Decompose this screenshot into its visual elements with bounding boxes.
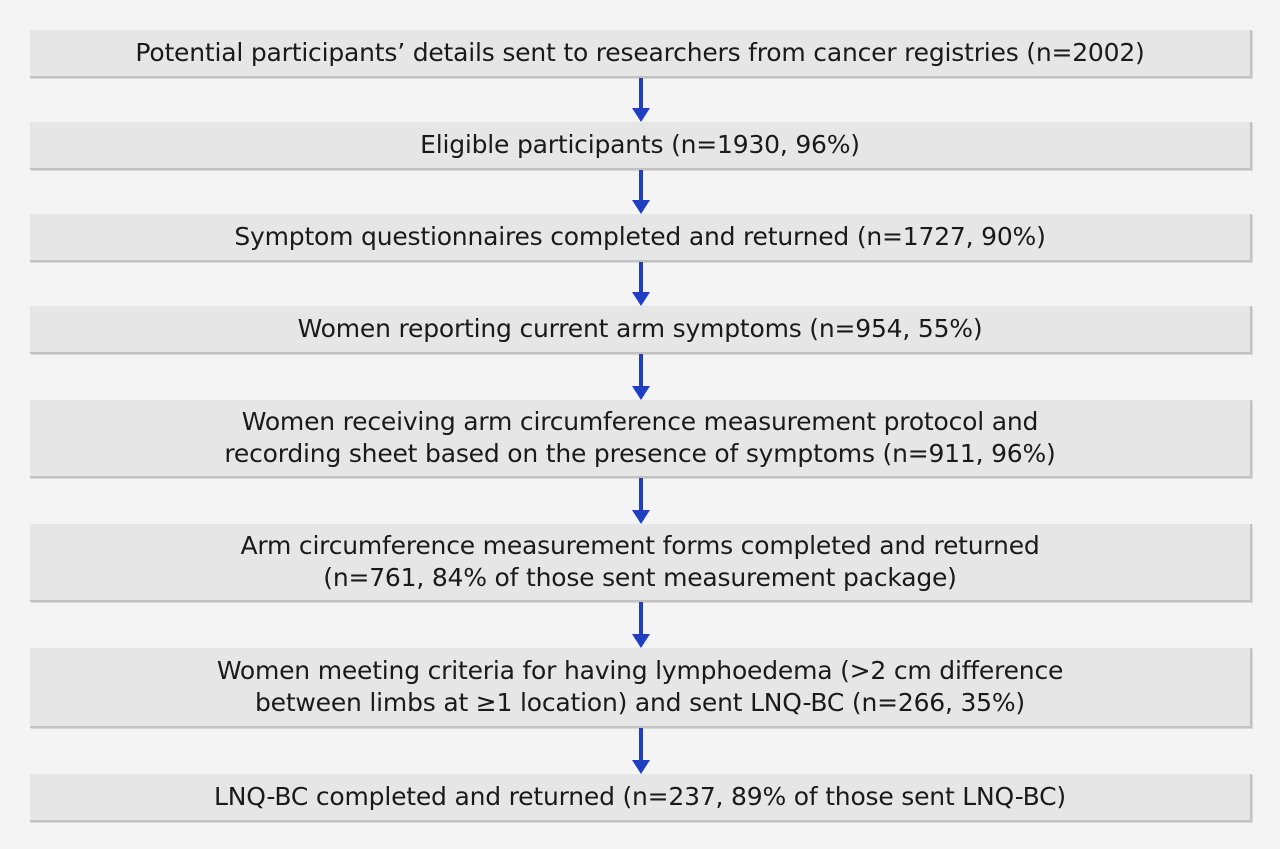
down-arrow-icon: [632, 354, 650, 400]
flow-step-text: Arm circumference measurement forms comp…: [240, 531, 1040, 592]
flow-step-measurement-forms: Arm circumference measurement forms comp…: [30, 524, 1252, 602]
down-arrow-icon: [632, 728, 650, 774]
flow-step-text: Eligible participants (n=1930, 96%): [420, 130, 860, 159]
flow-step-text: Women reporting current arm symptoms (n=…: [297, 314, 983, 343]
flow-step-lymphoedema-criteria: Women meeting criteria for having lympho…: [30, 648, 1252, 728]
flow-step-text: Symptom questionnaires completed and ret…: [234, 222, 1046, 251]
down-arrow-icon: [632, 78, 650, 122]
down-arrow-icon: [632, 262, 650, 306]
flow-step-text: LNQ-BC completed and returned (n=237, 89…: [214, 782, 1066, 811]
flow-step-questionnaires: Symptom questionnaires completed and ret…: [30, 214, 1252, 262]
flow-step-eligible: Eligible participants (n=1930, 96%): [30, 122, 1252, 170]
flow-step-measurement-protocol: Women receiving arm circumference measur…: [30, 400, 1252, 478]
flow-step-text: Potential participants’ details sent to …: [135, 38, 1145, 67]
down-arrow-icon: [632, 602, 650, 648]
flow-step-arm-symptoms: Women reporting current arm symptoms (n=…: [30, 306, 1252, 354]
flow-step-registry-details: Potential participants’ details sent to …: [30, 30, 1252, 78]
flow-step-text: Women meeting criteria for having lympho…: [216, 656, 1064, 717]
down-arrow-icon: [632, 170, 650, 214]
flow-step-lnq-bc-returned: LNQ-BC completed and returned (n=237, 89…: [30, 774, 1252, 822]
flow-step-text: Women receiving arm circumference measur…: [224, 407, 1056, 468]
down-arrow-icon: [632, 478, 650, 524]
